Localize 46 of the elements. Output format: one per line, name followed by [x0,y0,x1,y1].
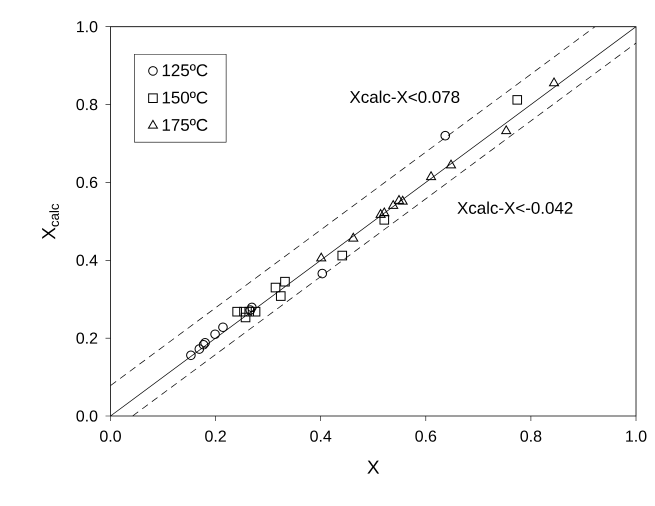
point [549,77,560,86]
legend-label: 175ºC [162,118,208,131]
point [276,291,286,301]
x-axis-title: X [367,460,380,474]
point [317,268,328,278]
point [394,195,404,204]
point [247,302,257,312]
x-tick-label: 0.8 [520,430,542,442]
annotation: Xcalc-X<0.078 [350,90,460,103]
point [316,252,326,262]
y-tick-label: 0.0 [76,410,98,422]
x-tick-label: 0.4 [310,430,332,442]
point [388,200,398,209]
point [348,232,358,242]
point [376,209,386,218]
y-tick-label: 0.8 [76,98,98,110]
point [501,125,512,134]
point [186,350,196,360]
x-tick-label: 0.2 [205,430,226,442]
point [379,214,390,225]
y-tick-label: 1.0 [77,21,98,32]
y-tick-label: 0.4 [76,254,98,266]
point [446,160,456,168]
point [379,207,390,216]
point [398,196,408,205]
point [210,329,220,340]
point [337,250,348,260]
point [280,276,290,286]
point [239,306,249,316]
legend-label: 150ºC [162,92,208,104]
point [270,282,280,292]
point [240,312,250,322]
point [440,130,450,140]
y-tick-label: 0.6 [76,176,98,188]
point [218,322,228,332]
annotation: Xcalc-X<-0.042 [457,202,572,214]
legend-label: 125ºC [162,64,208,76]
x-tick-label: 0.0 [100,430,121,442]
point [232,306,242,316]
point [250,306,260,316]
point [426,171,436,180]
y-axis-title: X$_{calc}$ [42,204,59,240]
x-tick-label: 0.6 [415,430,436,442]
point [194,344,204,354]
x-tick-label: 1.0 [626,430,646,442]
y-tick-label: 0.2 [76,332,98,344]
